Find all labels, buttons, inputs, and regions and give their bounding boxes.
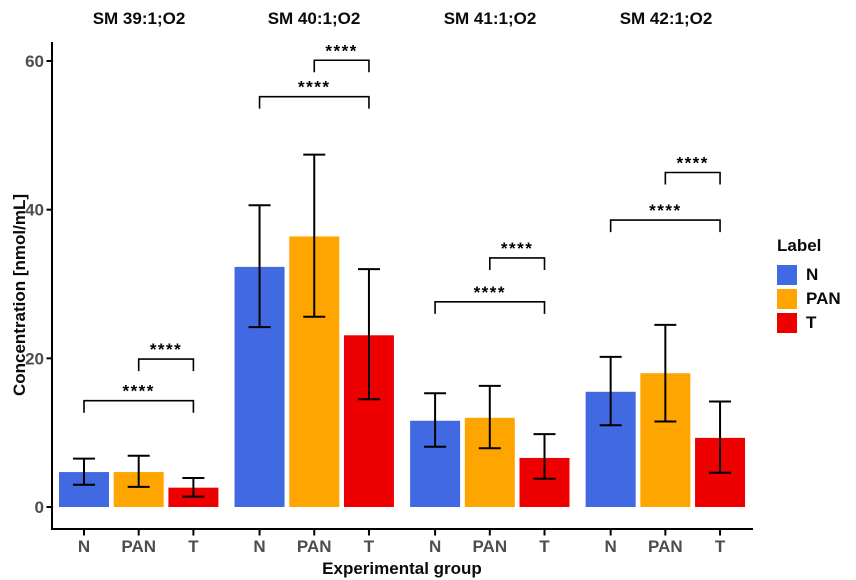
x-tick-label: N [253, 537, 265, 556]
significance-bracket [609, 219, 721, 233]
legend-label-n: N [806, 265, 819, 284]
legend-swatch-t [777, 313, 797, 333]
significance-label: **** [501, 239, 533, 258]
x-tick-label: T [364, 537, 375, 556]
y-tick-label: 20 [25, 349, 44, 368]
significance-label: **** [676, 154, 708, 173]
legend-label-pan: PAN [806, 289, 841, 308]
significance-label: **** [298, 78, 330, 97]
facet-title-sm40: SM 40:1;O2 [267, 9, 361, 28]
y-tick-label: 40 [25, 201, 44, 220]
x-tick-label: N [78, 537, 90, 556]
x-tick-label: PAN [472, 537, 507, 556]
significance-label: **** [649, 201, 681, 220]
x-tick-label: N [605, 537, 617, 556]
significance-bracket [434, 301, 546, 314]
significance-label: **** [150, 340, 182, 359]
x-tick-label: T [715, 537, 726, 556]
significance-bracket [83, 399, 195, 413]
significance-label: **** [122, 382, 154, 401]
legend-entry-n: N [777, 265, 841, 285]
facet-title-sm41: SM 41:1;O2 [443, 9, 537, 28]
legend-swatch-n [777, 265, 797, 285]
y-tick-label: 60 [25, 52, 44, 71]
legend-title: Label [777, 236, 822, 255]
legend-label-t: T [806, 313, 817, 332]
significance-label: **** [474, 283, 506, 302]
facet-title-sm42: SM 42:1;O2 [619, 9, 713, 28]
legend-entry-t: T [777, 313, 841, 333]
significance-bracket [489, 257, 546, 270]
facet-title-sm39: SM 39:1;O2 [92, 9, 186, 28]
x-tick-label: N [429, 537, 441, 556]
x-tick-label: T [188, 537, 199, 556]
x-axis-title: Experimental group [322, 559, 482, 578]
y-axis-title: Concentration [nmol/mL] [10, 193, 29, 397]
x-tick-label: PAN [648, 537, 683, 556]
significance-label: **** [325, 41, 357, 60]
legend-swatch-pan [777, 289, 797, 309]
significance-bracket [313, 59, 370, 73]
x-tick-label: PAN [121, 537, 156, 556]
y-tick-label: 0 [35, 498, 44, 517]
legend: Label N PAN T [777, 236, 841, 337]
x-tick-label: T [539, 537, 550, 556]
significance-bracket [258, 95, 370, 109]
legend-entry-pan: PAN [777, 289, 841, 309]
significance-bracket [137, 358, 195, 372]
x-tick-label: PAN [297, 537, 332, 556]
significance-bracket [664, 171, 721, 185]
